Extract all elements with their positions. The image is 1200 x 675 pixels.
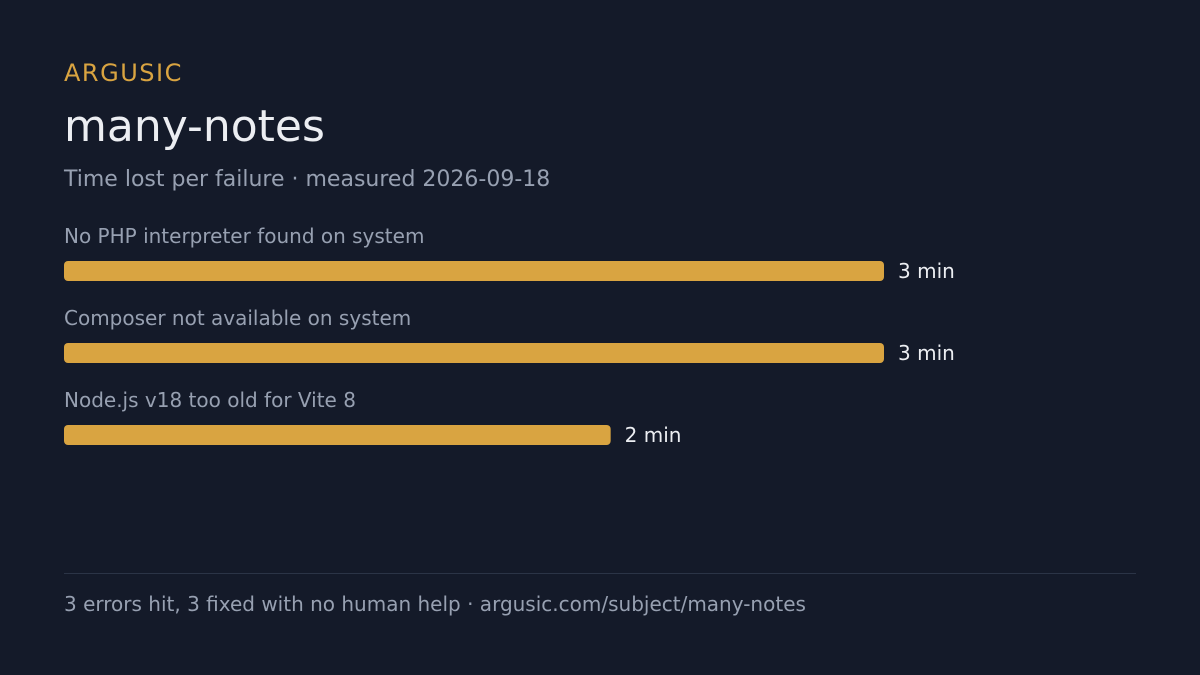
category-label: No PHP interpreter found on system bbox=[64, 224, 424, 248]
footer-divider bbox=[64, 573, 1136, 574]
bar bbox=[64, 425, 611, 445]
category-label: Composer not available on system bbox=[64, 306, 411, 330]
brand-name: ARGUSIC bbox=[64, 59, 183, 87]
page-subtitle: Time lost per failure · measured 2026-09… bbox=[64, 167, 551, 192]
value-label: 2 min bbox=[625, 423, 682, 447]
page-title: many-notes bbox=[64, 101, 325, 152]
value-label: 3 min bbox=[898, 259, 955, 283]
footer-text: 3 errors hit, 3 fixed with no human help… bbox=[64, 592, 806, 616]
bar bbox=[64, 261, 884, 281]
category-label: Node.js v18 too old for Vite 8 bbox=[64, 388, 356, 412]
bar bbox=[64, 343, 884, 363]
value-label: 3 min bbox=[898, 341, 955, 365]
